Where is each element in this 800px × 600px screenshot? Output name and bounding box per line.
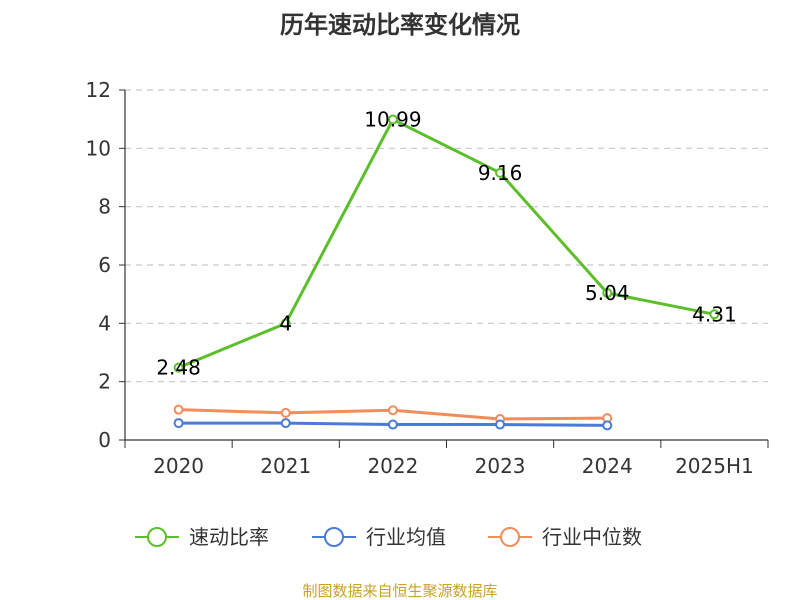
y-tick-label: 8 <box>98 195 111 219</box>
legend-item: 行业均值 <box>312 525 446 549</box>
data-label: 4 <box>279 311 292 335</box>
legend-item: 行业中位数 <box>488 525 642 549</box>
y-tick-label: 0 <box>98 428 111 452</box>
x-tick-label: 2021 <box>260 454 311 478</box>
data-label: 5.04 <box>585 281 630 305</box>
legend-label: 行业均值 <box>366 525 446 549</box>
data-point <box>495 167 506 178</box>
data-point <box>602 420 613 431</box>
data-label: 2.48 <box>156 356 201 380</box>
data-point <box>280 407 291 418</box>
data-point <box>387 419 398 430</box>
legend-item: 速动比率 <box>135 525 269 549</box>
x-tick-label: 2020 <box>153 454 204 478</box>
legend-label: 速动比率 <box>189 525 269 549</box>
data-point <box>387 114 398 125</box>
grid-layer <box>125 89 768 383</box>
y-tick-label: 4 <box>98 311 111 335</box>
data-label: 9.16 <box>478 161 523 185</box>
data-point <box>173 404 184 415</box>
x-tick-label: 2023 <box>475 454 526 478</box>
y-tick-label: 10 <box>86 136 111 160</box>
y-tick-label: 2 <box>98 370 111 394</box>
data-point <box>709 309 720 320</box>
series-line <box>178 117 715 370</box>
data-point <box>387 405 398 416</box>
data-point <box>280 418 291 429</box>
chart-title: 历年速动比率变化情况 <box>280 11 520 39</box>
data-point <box>280 318 291 329</box>
data-point <box>602 288 613 298</box>
x-tick-label: 2025H1 <box>675 454 754 478</box>
x-tick-label: 2024 <box>582 454 633 478</box>
series-layer <box>173 114 720 431</box>
axis-layer: 0 2 4 6 8 10 12 2020 2021 2022 2023 2024 2025H1 <box>86 78 769 478</box>
y-tick-label: 6 <box>98 253 111 277</box>
legend-swatch-marker <box>324 527 344 547</box>
y-tick-label: 12 <box>86 78 111 102</box>
data-label: 4.31 <box>692 302 737 326</box>
x-tick-label: 2022 <box>367 454 418 478</box>
data-point <box>495 419 506 430</box>
legend-label: 行业中位数 <box>542 525 642 549</box>
data-label-layer: 2.48 4 10.99 9.16 5.04 4.31 <box>156 107 736 379</box>
data-point <box>173 362 184 373</box>
legend-swatch-marker <box>147 527 167 547</box>
data-point <box>173 418 184 429</box>
legend: 速动比率 行业均值 行业中位数 <box>135 525 642 549</box>
source-note: 制图数据来自恒生聚源数据库 <box>302 582 497 600</box>
legend-swatch-marker <box>500 527 520 547</box>
data-label: 10.99 <box>364 107 421 131</box>
